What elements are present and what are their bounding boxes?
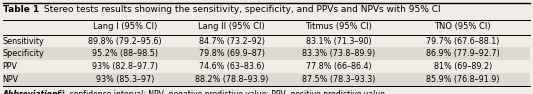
Text: Sensitivity: Sensitivity [3, 37, 44, 46]
Bar [3, 47, 530, 60]
Text: 85.9% (76.8–91.9): 85.9% (76.8–91.9) [426, 75, 499, 84]
Text: Abbreviations:: Abbreviations: [3, 90, 66, 94]
Text: 77.8% (66–86.4): 77.8% (66–86.4) [305, 62, 372, 71]
Text: 81% (69–89.2): 81% (69–89.2) [433, 62, 492, 71]
Text: 86.9% (77.9–92.7): 86.9% (77.9–92.7) [426, 49, 499, 58]
Text: 74.6% (63–83.6): 74.6% (63–83.6) [199, 62, 264, 71]
Text: Titmus (95% CI): Titmus (95% CI) [305, 22, 372, 31]
Bar [3, 73, 530, 86]
Text: 84.7% (73.2–92): 84.7% (73.2–92) [199, 37, 265, 46]
Text: 95.2% (88–98.5): 95.2% (88–98.5) [92, 49, 158, 58]
Text: Lang II (95% CI): Lang II (95% CI) [198, 22, 265, 31]
Text: Specificity: Specificity [3, 49, 44, 58]
Text: 79.8% (69.9–87): 79.8% (69.9–87) [199, 49, 265, 58]
Text: Stereo tests results showing the sensitivity, specificity, and PPVs and NPVs wit: Stereo tests results showing the sensiti… [41, 5, 441, 14]
Text: 83.1% (71.3–90): 83.1% (71.3–90) [305, 37, 372, 46]
Text: NPV: NPV [3, 75, 19, 84]
Text: 87.5% (78.3–93.3): 87.5% (78.3–93.3) [302, 75, 375, 84]
Text: 88.2% (78.8–93.9): 88.2% (78.8–93.9) [195, 75, 269, 84]
Text: Table 1: Table 1 [3, 5, 39, 14]
Text: Lang I (95% CI): Lang I (95% CI) [93, 22, 157, 31]
Text: PPV: PPV [3, 62, 18, 71]
Text: TNO (95% CI): TNO (95% CI) [434, 22, 491, 31]
Text: 93% (82.8–97.7): 93% (82.8–97.7) [92, 62, 158, 71]
Text: 89.8% (79.2–95.6): 89.8% (79.2–95.6) [88, 37, 162, 46]
Text: 93% (85.3–97): 93% (85.3–97) [96, 75, 155, 84]
Text: 83.3% (73.8–89.9): 83.3% (73.8–89.9) [302, 49, 375, 58]
Text: 79.7% (67.6–88.1): 79.7% (67.6–88.1) [426, 37, 499, 46]
Text: CI, confidence interval; NPV, negative predictive value; PPV, positive predictiv: CI, confidence interval; NPV, negative p… [55, 90, 387, 94]
